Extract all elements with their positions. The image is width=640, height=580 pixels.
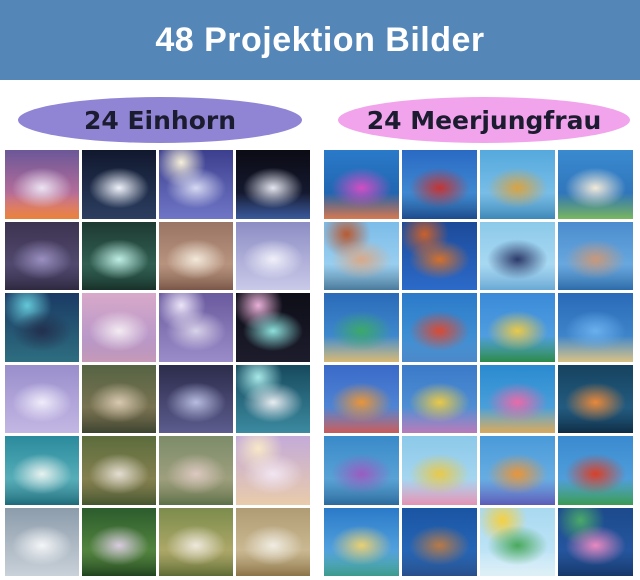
cartoon-mermaid-sun-and-wave [480, 507, 555, 576]
mermaid-image-grid [324, 150, 633, 576]
unicorn-mare-and-foal [82, 436, 156, 505]
mermaid-golden-bubbles [480, 150, 555, 219]
image-grids [0, 150, 640, 578]
unicorn-glowing-violet [159, 364, 233, 433]
cartoon-girl-blue-shell [558, 293, 633, 362]
unicorn-girl-green-forest [82, 507, 156, 576]
cartoon-mermaid-pink-dancer [480, 364, 555, 433]
unicorn-golden-mane [159, 221, 233, 290]
cartoon-mermaid-blonde-seaweed [480, 293, 555, 362]
cartoon-mermaid-green-tail [324, 293, 399, 362]
unicorn-sunset-rays [5, 150, 79, 219]
unicorn-black-rearing [236, 150, 310, 219]
unicorn-count-label: 24 Einhorn [83, 105, 237, 135]
mermaid-red-tail-green-hair [402, 150, 477, 219]
cartoon-mermaid-orange-hair-sitting [324, 364, 399, 433]
mermaid-count-label: 24 Meerjungfrau [366, 105, 602, 135]
anime-mermaid-brunette-deep-blue [402, 507, 477, 576]
cartoon-mermaid-big-blonde-shell [402, 364, 477, 433]
castle-night-stars [5, 293, 79, 362]
unicorn-count-badge: 24 Einhorn [18, 97, 302, 143]
unicorn-night-glow [82, 150, 156, 219]
mermaid-in-white-shell [558, 150, 633, 219]
unicorn-image-grid [5, 150, 310, 576]
pegasus-spread-wings [236, 221, 310, 290]
unicorn-fairy-wings-teal [82, 221, 156, 290]
unicorn-purple-drinking [5, 221, 79, 290]
pegasus-full-moon [159, 150, 233, 219]
mermaid-orange-tail-deep-blue [402, 221, 477, 290]
mermaid-navy-tail-splash [480, 221, 555, 290]
mermaid-redhead-on-rock [324, 221, 399, 290]
cartoon-mermaid-dark-reef [558, 364, 633, 433]
unicorn-lavender-forest [5, 364, 79, 433]
mermaid-brunette-wading [558, 221, 633, 290]
mermaid-count-badge: 24 Meerjungfrau [338, 97, 630, 143]
unicorn-moonlit-resting [159, 293, 233, 362]
unicorn-with-maiden [82, 364, 156, 433]
banner: 48 Projektion Bilder [0, 0, 640, 80]
two-unicorns-golden-glade [159, 507, 233, 576]
cartoon-mermaid-violet-tail [480, 436, 555, 505]
cartoon-mermaid-ariel-green-tail [558, 436, 633, 505]
banner-title: 48 Projektion Bilder [155, 20, 485, 59]
cartoon-mermaid-red-hair-blue-tail [402, 293, 477, 362]
category-labels: 24 Einhorn 24 Meerjungfrau [0, 80, 640, 150]
mermaid-pink-fairy-wings [324, 150, 399, 219]
unicorn-crescent-moon [236, 364, 310, 433]
anime-mermaid-blonde-pink-tail [402, 436, 477, 505]
unicorn-forest-walk [159, 436, 233, 505]
anime-mermaid-blonde-teal-tail [324, 507, 399, 576]
unicorn-pink-piano [82, 293, 156, 362]
pegasus-pastel-light [236, 436, 310, 505]
unicorn-portrait-grey [5, 507, 79, 576]
anime-mermaid-purple-hair-pink-tail [558, 507, 633, 576]
white-horse-birch-autumn [236, 507, 310, 576]
unicorn-teal-lakeside [5, 436, 79, 505]
pegasus-teal-wings-dark [236, 293, 310, 362]
cartoon-mermaid-purple-tail-fish [324, 436, 399, 505]
